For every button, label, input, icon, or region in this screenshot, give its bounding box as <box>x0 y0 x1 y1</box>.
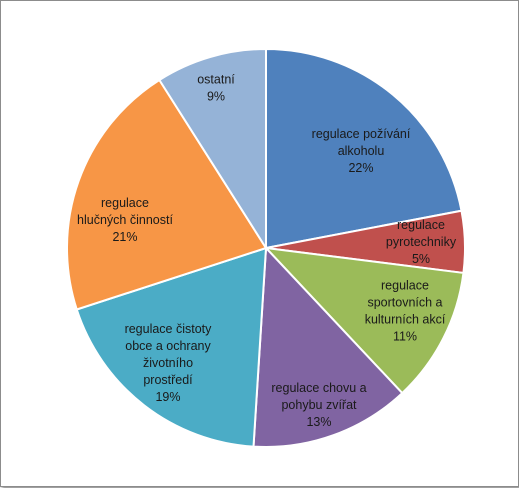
slice-name-line: alkoholu <box>338 144 385 158</box>
slice-percent: 5% <box>412 252 430 266</box>
pie-labels: regulace požívání alkoholu 22% regulace pyro… <box>77 73 457 430</box>
slice-name-line: životního <box>143 356 193 370</box>
slice-label: regulace čistoty obce a ochrany životního p… <box>125 322 213 404</box>
slice-name-line: kulturních akcí <box>365 313 446 327</box>
pie-slice <box>157 47 267 252</box>
slice-name-line: regulace <box>397 218 445 232</box>
slice-label: regulace požívání alkoholu 22% <box>312 127 411 175</box>
slice-label: ostatní 9% <box>197 73 235 104</box>
slice-label: regulace hlučných činností 21% <box>77 196 173 244</box>
slice-name-line: ostatní <box>197 73 235 87</box>
slice-name-line: regulace požívání <box>312 127 411 141</box>
slice-name-line: sportovních a <box>367 296 442 310</box>
pie-slice <box>252 245 404 448</box>
slice-percent: 11% <box>393 330 417 344</box>
slice-name-line: pyrotechniky <box>386 235 457 249</box>
slice-name-line: prostředí <box>143 373 193 387</box>
slice-percent: 13% <box>306 415 331 429</box>
slice-label: regulace chovu a pohybu zvířat 13% <box>271 381 366 429</box>
slice-percent: 9% <box>207 90 225 104</box>
slice-percent: 22% <box>348 161 373 175</box>
slice-name-line: obce a ochrany <box>125 339 211 353</box>
slice-percent: 21% <box>112 230 137 244</box>
slice-label: regulace sportovních a kulturních akcí 11% <box>365 279 446 344</box>
slice-name-line: regulace <box>381 279 429 293</box>
slice-name-line: regulace <box>101 196 149 210</box>
slice-name-line: regulace čistoty <box>125 322 213 336</box>
pie-slice <box>75 246 268 448</box>
slice-name-line: pohybu zvířat <box>281 398 357 412</box>
slice-label: regulace pyrotechniky 5% <box>386 218 457 266</box>
slice-percent: 19% <box>155 390 180 404</box>
pie-slice <box>263 246 465 395</box>
pie-slice <box>265 47 463 250</box>
pie-slice <box>66 78 268 311</box>
pie-slices <box>66 47 466 448</box>
slice-name-line: regulace chovu a <box>271 381 366 395</box>
slice-name-line: hlučných činností <box>77 213 173 227</box>
